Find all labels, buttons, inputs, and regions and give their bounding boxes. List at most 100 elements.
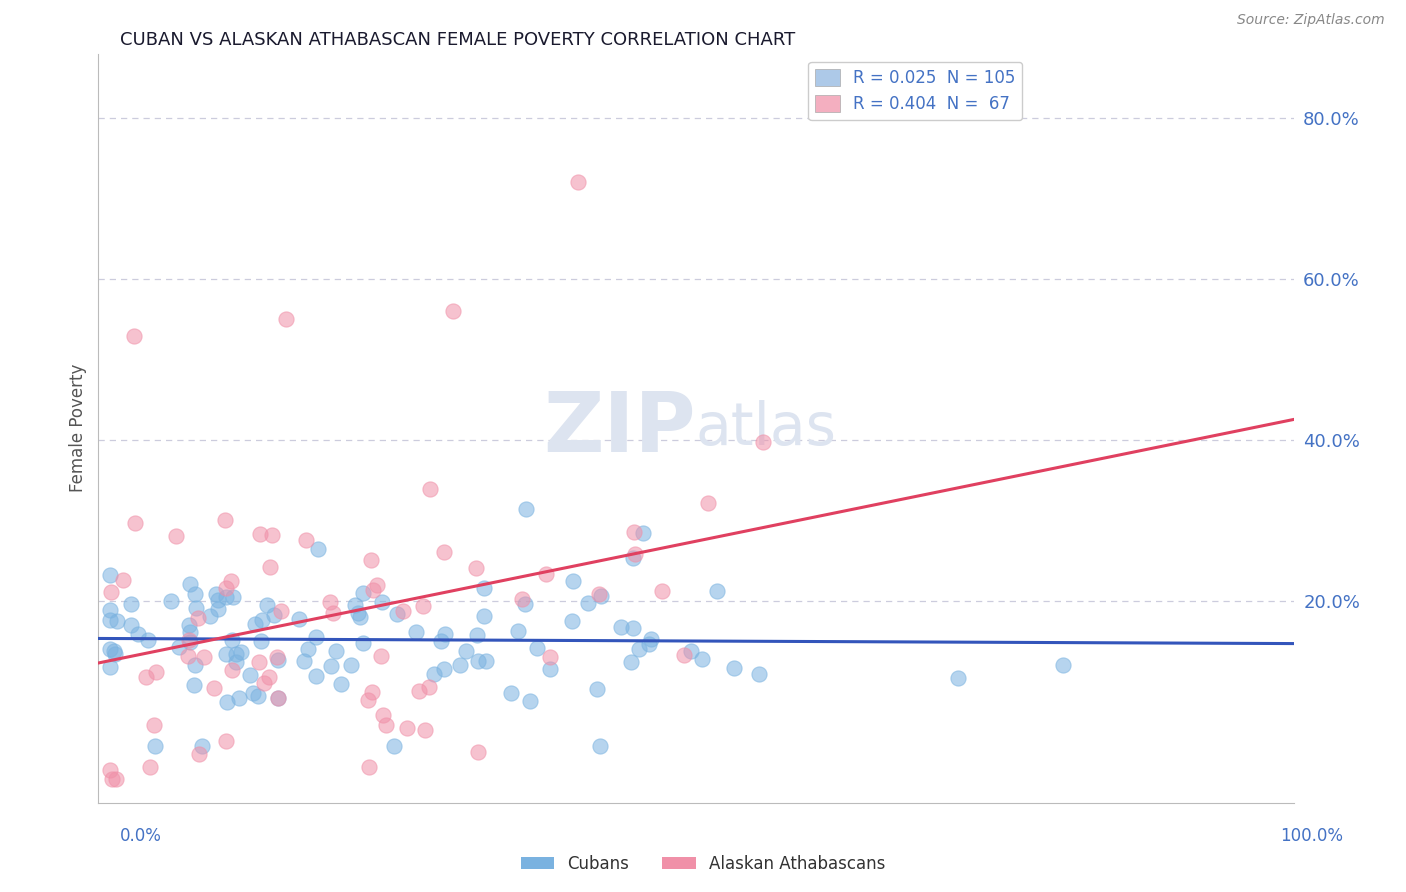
Point xyxy=(187,747,209,761)
Point xyxy=(363,582,385,597)
Point xyxy=(127,626,149,640)
Point xyxy=(246,689,269,703)
Point xyxy=(585,682,607,697)
Point xyxy=(262,528,284,542)
Point xyxy=(472,609,495,624)
Point xyxy=(215,695,238,709)
Point xyxy=(177,648,200,663)
Point xyxy=(100,772,122,786)
Point xyxy=(256,598,278,612)
Point xyxy=(184,601,207,615)
Point xyxy=(250,613,273,627)
Point xyxy=(562,574,585,589)
Point xyxy=(475,654,498,668)
Point xyxy=(624,547,647,561)
Point xyxy=(229,645,252,659)
Point xyxy=(193,650,215,665)
Point xyxy=(538,650,561,665)
Point xyxy=(633,525,655,540)
Point xyxy=(177,632,200,647)
Point xyxy=(191,739,214,754)
Point xyxy=(138,760,160,774)
Point xyxy=(98,603,122,617)
Point xyxy=(249,527,271,541)
Point xyxy=(239,668,262,682)
Point xyxy=(433,627,456,641)
Point xyxy=(215,581,238,595)
Point xyxy=(454,643,477,657)
Point xyxy=(576,596,599,610)
Point xyxy=(366,577,388,591)
Point xyxy=(371,708,394,723)
Point xyxy=(225,655,247,669)
Point xyxy=(623,524,645,539)
Point xyxy=(184,587,207,601)
Point xyxy=(347,607,370,621)
Point xyxy=(513,597,536,611)
Point xyxy=(221,574,243,589)
Point xyxy=(165,528,187,542)
Point xyxy=(167,640,190,654)
Point xyxy=(98,568,122,582)
Point xyxy=(467,745,489,759)
Point xyxy=(432,545,454,559)
Point xyxy=(519,693,541,707)
Point xyxy=(588,587,610,601)
Point xyxy=(228,691,250,706)
Point xyxy=(696,496,718,510)
Y-axis label: Female Poverty: Female Poverty xyxy=(69,364,87,492)
Point xyxy=(638,637,661,651)
Point xyxy=(297,642,319,657)
Point xyxy=(215,733,238,747)
Point xyxy=(215,648,238,662)
Point xyxy=(384,739,406,754)
Point xyxy=(619,655,641,669)
Point xyxy=(266,650,288,665)
Point xyxy=(349,609,371,624)
Point xyxy=(651,584,673,599)
Point xyxy=(270,604,292,618)
Point xyxy=(103,648,125,662)
Point xyxy=(319,595,342,609)
Point xyxy=(111,573,134,587)
Point xyxy=(143,739,166,754)
Point xyxy=(352,586,374,600)
Point xyxy=(370,649,392,664)
Point xyxy=(304,669,326,683)
Point xyxy=(339,657,361,672)
Point xyxy=(419,482,441,496)
Point xyxy=(305,630,328,644)
Point xyxy=(288,612,311,626)
Point xyxy=(1052,657,1074,672)
Point xyxy=(183,657,205,672)
Point xyxy=(465,561,488,575)
Point xyxy=(222,590,245,604)
Point xyxy=(214,513,236,527)
Point xyxy=(515,501,537,516)
Point xyxy=(179,618,201,632)
Point xyxy=(690,651,713,665)
Point xyxy=(325,644,347,658)
Point xyxy=(465,628,488,642)
Point xyxy=(672,648,695,663)
Point xyxy=(159,594,181,608)
Point xyxy=(143,717,166,731)
Point xyxy=(267,652,290,666)
Point xyxy=(352,636,374,650)
Point xyxy=(534,567,557,582)
Point xyxy=(371,595,394,609)
Text: atlas: atlas xyxy=(696,400,837,457)
Point xyxy=(561,614,583,628)
Point xyxy=(748,667,770,681)
Point xyxy=(360,552,382,566)
Point xyxy=(187,610,209,624)
Point xyxy=(259,560,281,574)
Point xyxy=(589,589,612,603)
Point xyxy=(538,662,561,676)
Point xyxy=(387,607,409,622)
Point xyxy=(221,663,243,677)
Point xyxy=(120,598,142,612)
Point xyxy=(98,763,122,777)
Point xyxy=(681,643,703,657)
Point xyxy=(526,640,548,655)
